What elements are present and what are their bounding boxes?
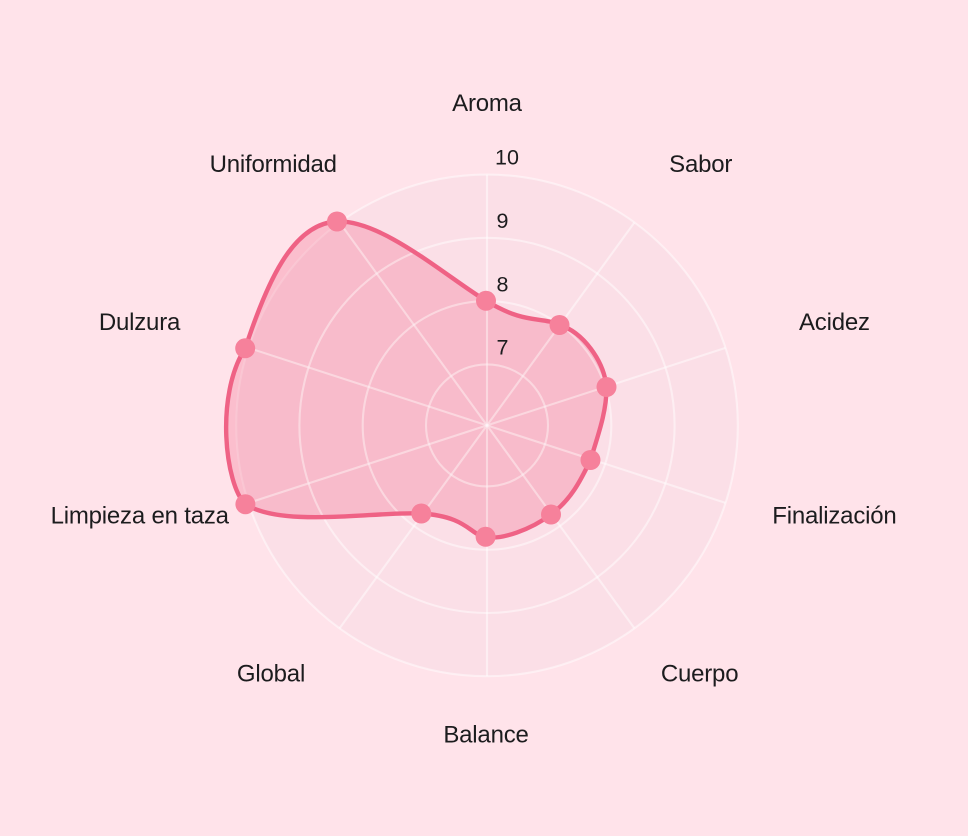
svg-text:10: 10: [495, 146, 519, 170]
svg-text:Uniformidad: Uniformidad: [210, 151, 337, 178]
svg-text:Balance: Balance: [443, 722, 528, 749]
svg-text:9: 9: [497, 209, 509, 233]
svg-text:8: 8: [497, 272, 509, 296]
svg-text:7: 7: [497, 336, 509, 360]
svg-text:Global: Global: [237, 661, 305, 688]
svg-text:Sabor: Sabor: [669, 151, 732, 178]
svg-text:Limpieza en taza: Limpieza en taza: [51, 503, 230, 530]
svg-text:Aroma: Aroma: [452, 90, 523, 117]
svg-text:Cuerpo: Cuerpo: [661, 661, 739, 688]
svg-text:Finalización: Finalización: [772, 503, 896, 530]
svg-text:Dulzura: Dulzura: [99, 309, 181, 336]
svg-text:Acidez: Acidez: [799, 309, 870, 336]
